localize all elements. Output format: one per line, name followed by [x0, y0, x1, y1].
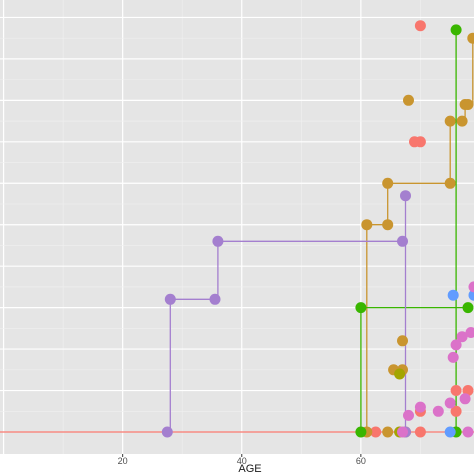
data-point — [465, 327, 474, 338]
data-point — [432, 405, 444, 417]
x-axis-ticks: 20 40 60 — [118, 454, 366, 466]
series-markers — [161, 20, 474, 438]
data-point — [414, 401, 426, 413]
data-point — [468, 281, 474, 293]
data-point — [462, 99, 474, 110]
data-point — [450, 24, 462, 36]
data-point — [355, 426, 367, 438]
data-point — [400, 190, 411, 202]
data-point — [450, 385, 462, 396]
data-point — [403, 94, 414, 106]
data-point — [456, 331, 468, 343]
data-point — [161, 426, 173, 438]
data-point — [397, 335, 408, 347]
data-point — [382, 426, 394, 438]
data-point — [456, 115, 468, 127]
data-point — [462, 385, 474, 396]
data-point — [444, 177, 456, 189]
data-point — [209, 293, 221, 305]
data-point — [462, 426, 474, 438]
x-tick-label: 60 — [356, 456, 366, 466]
data-point — [164, 293, 176, 305]
data-point — [468, 289, 474, 301]
data-point — [447, 289, 459, 301]
data-point — [444, 397, 456, 409]
data-point — [370, 426, 382, 438]
data-point — [397, 235, 408, 247]
x-axis-title: AGE — [238, 463, 261, 474]
data-point — [414, 426, 426, 438]
x-tick-label: 20 — [118, 456, 128, 466]
data-point — [403, 409, 414, 421]
data-point — [447, 351, 459, 363]
data-point — [444, 426, 456, 438]
data-point — [459, 393, 471, 405]
data-point — [462, 302, 474, 314]
data-point — [444, 115, 456, 127]
data-point — [467, 32, 474, 44]
data-point — [409, 136, 420, 148]
data-point — [414, 20, 426, 32]
plot-panel — [0, 0, 474, 454]
data-point — [361, 219, 373, 231]
series-line — [167, 195, 407, 433]
data-point — [355, 302, 367, 314]
data-point — [382, 177, 394, 189]
data-point — [212, 235, 224, 247]
x-tick-label: 40 — [237, 456, 247, 466]
data-point — [394, 368, 406, 380]
data-point — [382, 219, 394, 231]
data-point — [450, 405, 462, 417]
data-point — [450, 339, 462, 351]
data-point — [397, 426, 408, 438]
